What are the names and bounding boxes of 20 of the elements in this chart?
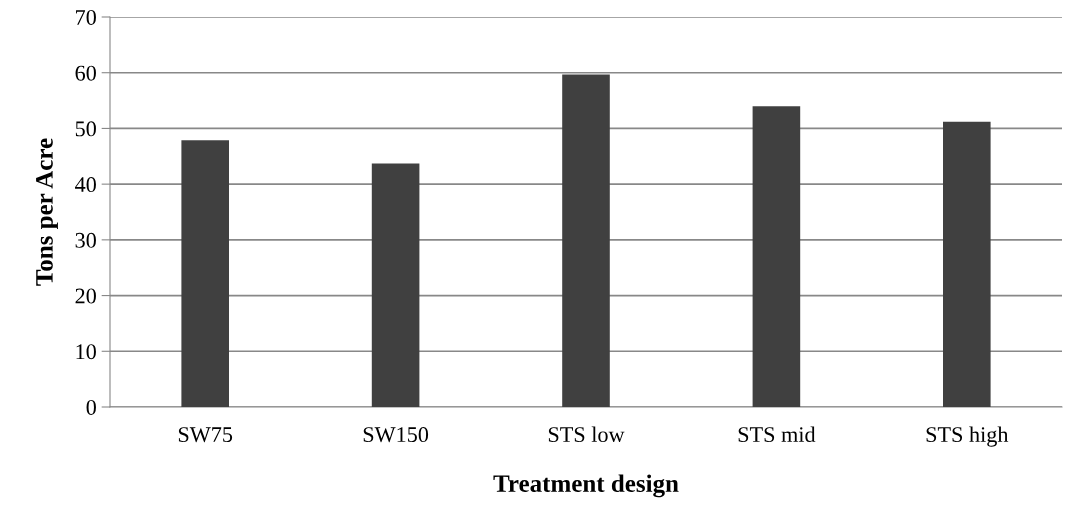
y-tick-label: 0: [86, 399, 96, 415]
bar: [181, 140, 229, 407]
x-tick-label: SW75: [178, 427, 233, 443]
x-tick-label: SW150: [363, 427, 429, 443]
y-tick-label: 70: [76, 9, 96, 25]
y-axis-title: Tons per Acre: [36, 138, 58, 286]
y-tick-label: 40: [75, 177, 96, 193]
y-tick-label: 20: [75, 288, 96, 304]
x-tick-label: STS mid: [738, 426, 816, 443]
bar: [562, 74, 610, 407]
x-tick-label: STS high: [926, 426, 1009, 447]
y-tick-label: 10: [76, 344, 96, 360]
y-tick-label: 30: [75, 232, 96, 248]
bar: [752, 106, 801, 407]
x-tick-label: STS low: [548, 426, 625, 443]
bar: [371, 163, 420, 407]
y-tick-label: 50: [75, 121, 96, 137]
y-tick-label: 60: [75, 65, 96, 81]
x-axis-title: Treatment design: [493, 474, 679, 498]
bar: [943, 121, 991, 407]
